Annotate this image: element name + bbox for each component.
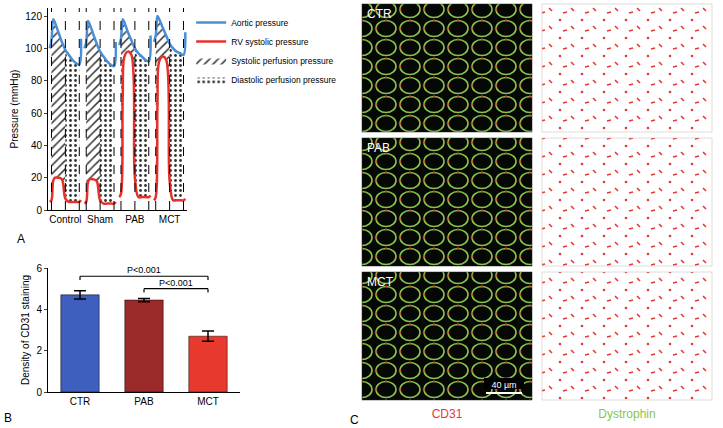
svg-text:0: 0	[36, 387, 42, 398]
svg-text:MCT: MCT	[367, 275, 394, 289]
svg-text:PAB: PAB	[367, 141, 390, 155]
svg-text:PAB: PAB	[134, 396, 154, 407]
svg-text:0: 0	[36, 205, 42, 216]
svg-text:B: B	[4, 411, 12, 425]
svg-text:RV systolic pressure: RV systolic pressure	[231, 37, 309, 47]
svg-text:PAB: PAB	[125, 214, 145, 225]
svg-text:MCT: MCT	[159, 214, 181, 225]
svg-text:Control: Control	[49, 214, 81, 225]
svg-text:100: 100	[25, 43, 42, 54]
svg-text:Diastolic perfusion pressure: Diastolic perfusion pressure	[231, 75, 336, 85]
svg-text:40 µm: 40 µm	[491, 380, 516, 390]
svg-text:P<0.001: P<0.001	[159, 278, 193, 288]
svg-text:Pressure (mmHg): Pressure (mmHg)	[9, 70, 20, 149]
svg-text:80: 80	[31, 75, 43, 86]
svg-text:60: 60	[31, 108, 43, 119]
svg-text:CTR: CTR	[70, 396, 91, 407]
svg-text:120: 120	[25, 11, 42, 22]
svg-text:MCT: MCT	[197, 396, 219, 407]
svg-text:CD31: CD31	[432, 407, 463, 421]
svg-text:A: A	[17, 232, 25, 246]
svg-text:CTR: CTR	[367, 7, 392, 21]
svg-text:20: 20	[31, 172, 43, 183]
svg-text:2: 2	[36, 345, 42, 356]
svg-text:Density of CD31 staining: Density of CD31 staining	[20, 275, 31, 385]
svg-text:6: 6	[36, 263, 42, 274]
svg-text:Aortic pressure: Aortic pressure	[231, 18, 288, 28]
svg-text:40: 40	[31, 140, 43, 151]
svg-text:C: C	[350, 413, 359, 427]
svg-text:Systolic perfusion pressure: Systolic perfusion pressure	[231, 56, 333, 66]
svg-text:Sham: Sham	[87, 214, 113, 225]
svg-text:4: 4	[36, 304, 42, 315]
svg-text:P<0.001: P<0.001	[127, 265, 161, 275]
svg-text:Dystrophin: Dystrophin	[598, 407, 655, 421]
